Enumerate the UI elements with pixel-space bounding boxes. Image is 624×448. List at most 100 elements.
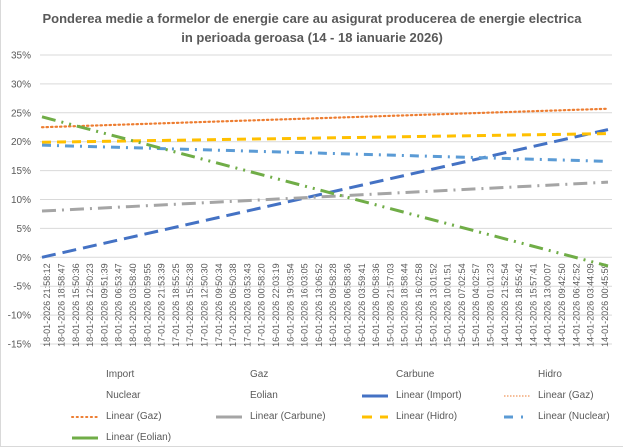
- legend-label: Hidro: [538, 369, 562, 380]
- x-tick-label: 14-01-2026 15:57:41: [528, 263, 538, 347]
- legend-row: Linear (Eolian): [70, 427, 590, 448]
- x-tick-label: 14-01-2026 18:55:42: [514, 263, 524, 347]
- x-tick-label: 18-01-2026 15:50:36: [71, 263, 81, 347]
- x-tick-label: 14-01-2026 13:00:07: [543, 263, 553, 347]
- legend-label: Linear (Import): [396, 390, 462, 401]
- legend-item[interactable]: Linear (Gaz): [70, 406, 162, 427]
- x-tick-label: 18-01-2026 06:53:47: [114, 263, 124, 347]
- x-tick-label: 15-01-2026 04:02:57: [471, 263, 481, 347]
- legend-swatch: [214, 391, 246, 401]
- trendline-linear-carbune: [41, 180, 609, 213]
- legend-label: Linear (Nuclear): [538, 411, 610, 422]
- chart-legend: Import Gaz Carbune Hidro Nuclear Eolian Linear…: [70, 364, 610, 448]
- legend-item[interactable]: Hidro: [502, 364, 562, 385]
- x-tick-label: 18-01-2026 03:58:40: [128, 263, 138, 347]
- x-tick-label: 15-01-2026 01:01:23: [485, 263, 495, 347]
- y-tick-label: 0%: [17, 253, 32, 264]
- legend-swatch: [70, 370, 102, 380]
- y-tick-label: -10%: [8, 311, 31, 322]
- y-axis-ticks: 35% 30% 25% 20% 15% 10% 5% 0% -5% -10% -15%: [8, 51, 31, 351]
- x-tick-label: 14-01-2026 00:45:59: [600, 263, 610, 347]
- trendlines: [40, 107, 610, 268]
- legend-item[interactable]: Carbune: [360, 364, 434, 385]
- x-tick-label: 18-01-2026 21:58:12: [42, 263, 52, 347]
- legend-swatch: [71, 415, 99, 418]
- legend-label: Gaz: [250, 369, 269, 380]
- legend-swatch: [362, 415, 388, 418]
- x-tick-label: 15-01-2026 10:01:51: [443, 263, 453, 347]
- legend-item[interactable]: Linear (Import): [360, 385, 462, 406]
- x-tick-label: 17-01-2026 12:50:30: [199, 263, 209, 347]
- legend-swatch: [70, 391, 102, 401]
- x-tick-label: 16-01-2026 03:59:41: [357, 263, 367, 347]
- x-tick-label: 17-01-2026 03:53:43: [242, 263, 252, 347]
- y-tick-label: -5%: [13, 282, 31, 293]
- legend-row: Nuclear Eolian Linear (Import) Linear (Gaz): [70, 385, 594, 406]
- x-tick-label: 17-01-2026 21:53:39: [157, 263, 167, 347]
- legend-swatch: [214, 370, 246, 380]
- legend-item[interactable]: Linear (Gaz): [502, 385, 594, 406]
- legend-swatch: [362, 394, 388, 397]
- trendline-linear-hidro: [41, 132, 609, 144]
- legend-label: Linear (Eolian): [106, 432, 172, 443]
- x-tick-label: 14-01-2026 06:42:52: [571, 263, 581, 347]
- legend-label: Linear (Gaz): [538, 390, 594, 401]
- y-tick-label: 20%: [11, 137, 31, 148]
- legend-row: Linear (Gaz) Linear (Carbune) Linear (Hidr…: [70, 406, 610, 427]
- x-tick-label: 18-01-2026 12:50:23: [85, 263, 95, 347]
- legend-item[interactable]: Linear (Eolian): [70, 427, 171, 448]
- x-tick-label: 14-01-2026 03:44:09: [586, 263, 596, 347]
- legend-label: Linear (Carbune): [250, 411, 326, 422]
- legend-swatch: [502, 370, 534, 380]
- chart-title: Ponderea medie a formelor de energie car…: [0, 9, 624, 47]
- trendline-linear-eolian: [41, 115, 609, 268]
- legend-item[interactable]: Gaz: [214, 364, 268, 385]
- y-tick-label: 5%: [17, 224, 32, 235]
- y-tick-label: -15%: [8, 340, 31, 351]
- x-tick-label: 18-01-2026 09:51:39: [99, 263, 109, 347]
- x-tick-label: 16-01-2026 19:03:54: [285, 263, 295, 347]
- x-tick-label: 18-01-2026 18:58:47: [56, 263, 66, 347]
- legend-item[interactable]: Linear (Hidro): [360, 406, 457, 427]
- legend-swatch: [216, 415, 242, 418]
- gridlines: [40, 54, 612, 345]
- x-tick-label: 17-01-2026 09:50:34: [214, 263, 224, 347]
- x-tick-label: 17-01-2026 00:58:20: [257, 263, 267, 347]
- trendline-linear-gaz: [40, 107, 610, 129]
- x-tick-label: 15-01-2026 16:02:58: [414, 263, 424, 347]
- y-tick-label: 25%: [11, 108, 31, 119]
- legend-label: Carbune: [396, 369, 435, 380]
- legend-swatch: [504, 395, 530, 396]
- x-tick-label: 15-01-2026 18:58:44: [400, 263, 410, 347]
- legend-label: Nuclear: [106, 390, 141, 401]
- legend-item[interactable]: Eolian: [214, 385, 278, 406]
- legend-label: Import: [106, 369, 135, 380]
- legend-swatch: [72, 436, 98, 439]
- x-tick-label: 16-01-2026 00:58:36: [371, 263, 381, 347]
- y-tick-label: 30%: [11, 79, 31, 90]
- x-tick-label: 17-01-2026 06:50:38: [228, 263, 238, 347]
- x-tick-label: 15-01-2026 21:57:03: [385, 263, 395, 347]
- x-axis-ticks: 18-01-2026 21:58:12 18-01-2026 18:58:47 18…: [42, 263, 610, 347]
- x-tick-label: 14-01-2026 09:42:50: [557, 263, 567, 347]
- legend-label: Linear (Gaz): [106, 411, 162, 422]
- x-tick-label: 15-01-2026 07:02:54: [457, 263, 467, 347]
- legend-swatch: [504, 415, 530, 418]
- x-tick-label: 15-01-2026 13:01:52: [428, 263, 438, 347]
- legend-item[interactable]: Linear (Carbune): [214, 406, 326, 427]
- legend-label: Linear (Hidro): [396, 411, 458, 422]
- x-tick-label: 16-01-2026 16:03:05: [300, 263, 310, 347]
- legend-item[interactable]: Import: [70, 364, 134, 385]
- x-tick-label: 16-01-2026 09:58:28: [328, 263, 338, 347]
- legend-item[interactable]: Nuclear: [70, 385, 140, 406]
- chart-title-line2: in perioada geroasa (14 - 18 ianuarie 20…: [181, 30, 443, 45]
- chart-title-line1: Ponderea medie a formelor de energie car…: [42, 11, 582, 26]
- legend-item[interactable]: Linear (Nuclear): [502, 406, 610, 427]
- x-tick-label: 16-01-2026 13:06:52: [314, 263, 324, 347]
- legend-label: Eolian: [250, 390, 278, 401]
- x-tick-label: 16-01-2026 22:03:19: [271, 263, 281, 347]
- x-tick-label: 17-01-2026 15:52:38: [185, 263, 195, 347]
- x-tick-label: 16-01-2026 06:58:36: [342, 263, 352, 347]
- y-tick-label: 15%: [11, 166, 31, 177]
